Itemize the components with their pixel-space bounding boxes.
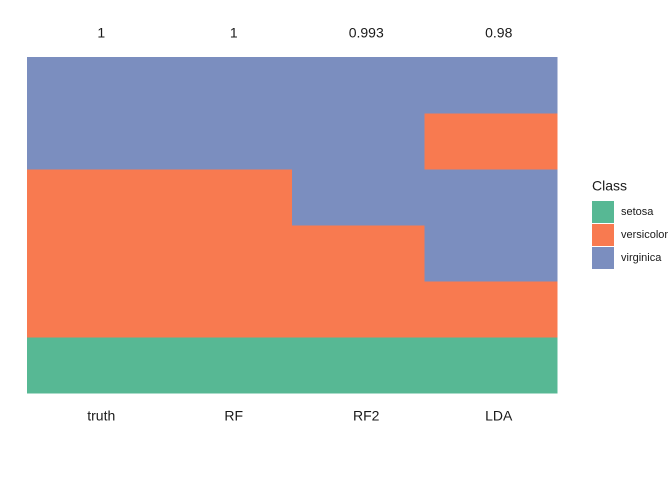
accuracy-label: 0.98 xyxy=(485,25,512,41)
tile xyxy=(424,337,558,394)
accuracy-label: 0.993 xyxy=(349,25,384,41)
tile xyxy=(159,169,293,226)
accuracy-label: 1 xyxy=(230,25,238,41)
tile xyxy=(424,113,558,170)
tile xyxy=(292,113,425,170)
accuracy-label: 1 xyxy=(97,25,105,41)
tile xyxy=(159,57,293,114)
tile xyxy=(27,57,160,114)
legend-label: virginica xyxy=(621,252,662,264)
x-tick-label: LDA xyxy=(485,408,513,424)
tile xyxy=(159,225,293,282)
legend-swatch xyxy=(592,224,614,246)
tile xyxy=(292,57,425,114)
tile xyxy=(159,113,293,170)
tile xyxy=(424,281,558,338)
tile xyxy=(292,337,425,394)
legend-title: Class xyxy=(592,178,627,194)
tile xyxy=(27,169,160,226)
legend-swatch xyxy=(592,247,614,269)
legend-label: setosa xyxy=(621,206,654,218)
x-tick-label: RF2 xyxy=(353,408,380,424)
tile xyxy=(292,169,425,226)
tile xyxy=(159,281,293,338)
tile xyxy=(27,281,160,338)
tile xyxy=(424,57,558,114)
tile xyxy=(424,169,558,226)
tile xyxy=(27,225,160,282)
tile xyxy=(292,281,425,338)
tile xyxy=(292,225,425,282)
legend-swatch xyxy=(592,201,614,223)
x-tick-label: RF xyxy=(224,408,243,424)
tile xyxy=(27,113,160,170)
tile xyxy=(424,225,558,282)
tile xyxy=(27,337,160,394)
x-tick-label: truth xyxy=(87,408,115,424)
tile xyxy=(159,337,293,394)
legend-label: versicolor xyxy=(621,229,668,241)
